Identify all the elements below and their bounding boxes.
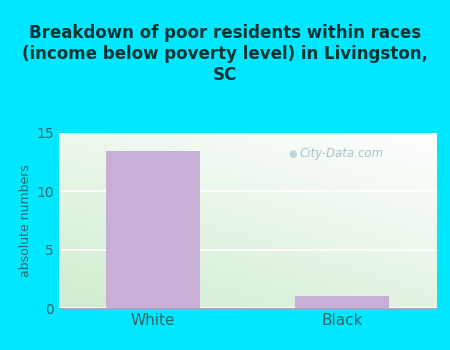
- Text: Breakdown of poor residents within races
(income below poverty level) in Livings: Breakdown of poor residents within races…: [22, 25, 428, 84]
- Bar: [106, 150, 200, 308]
- Text: ●: ●: [288, 149, 297, 159]
- Text: City-Data.com: City-Data.com: [300, 147, 384, 161]
- Y-axis label: absolute numbers: absolute numbers: [19, 164, 32, 277]
- Bar: [295, 296, 389, 308]
